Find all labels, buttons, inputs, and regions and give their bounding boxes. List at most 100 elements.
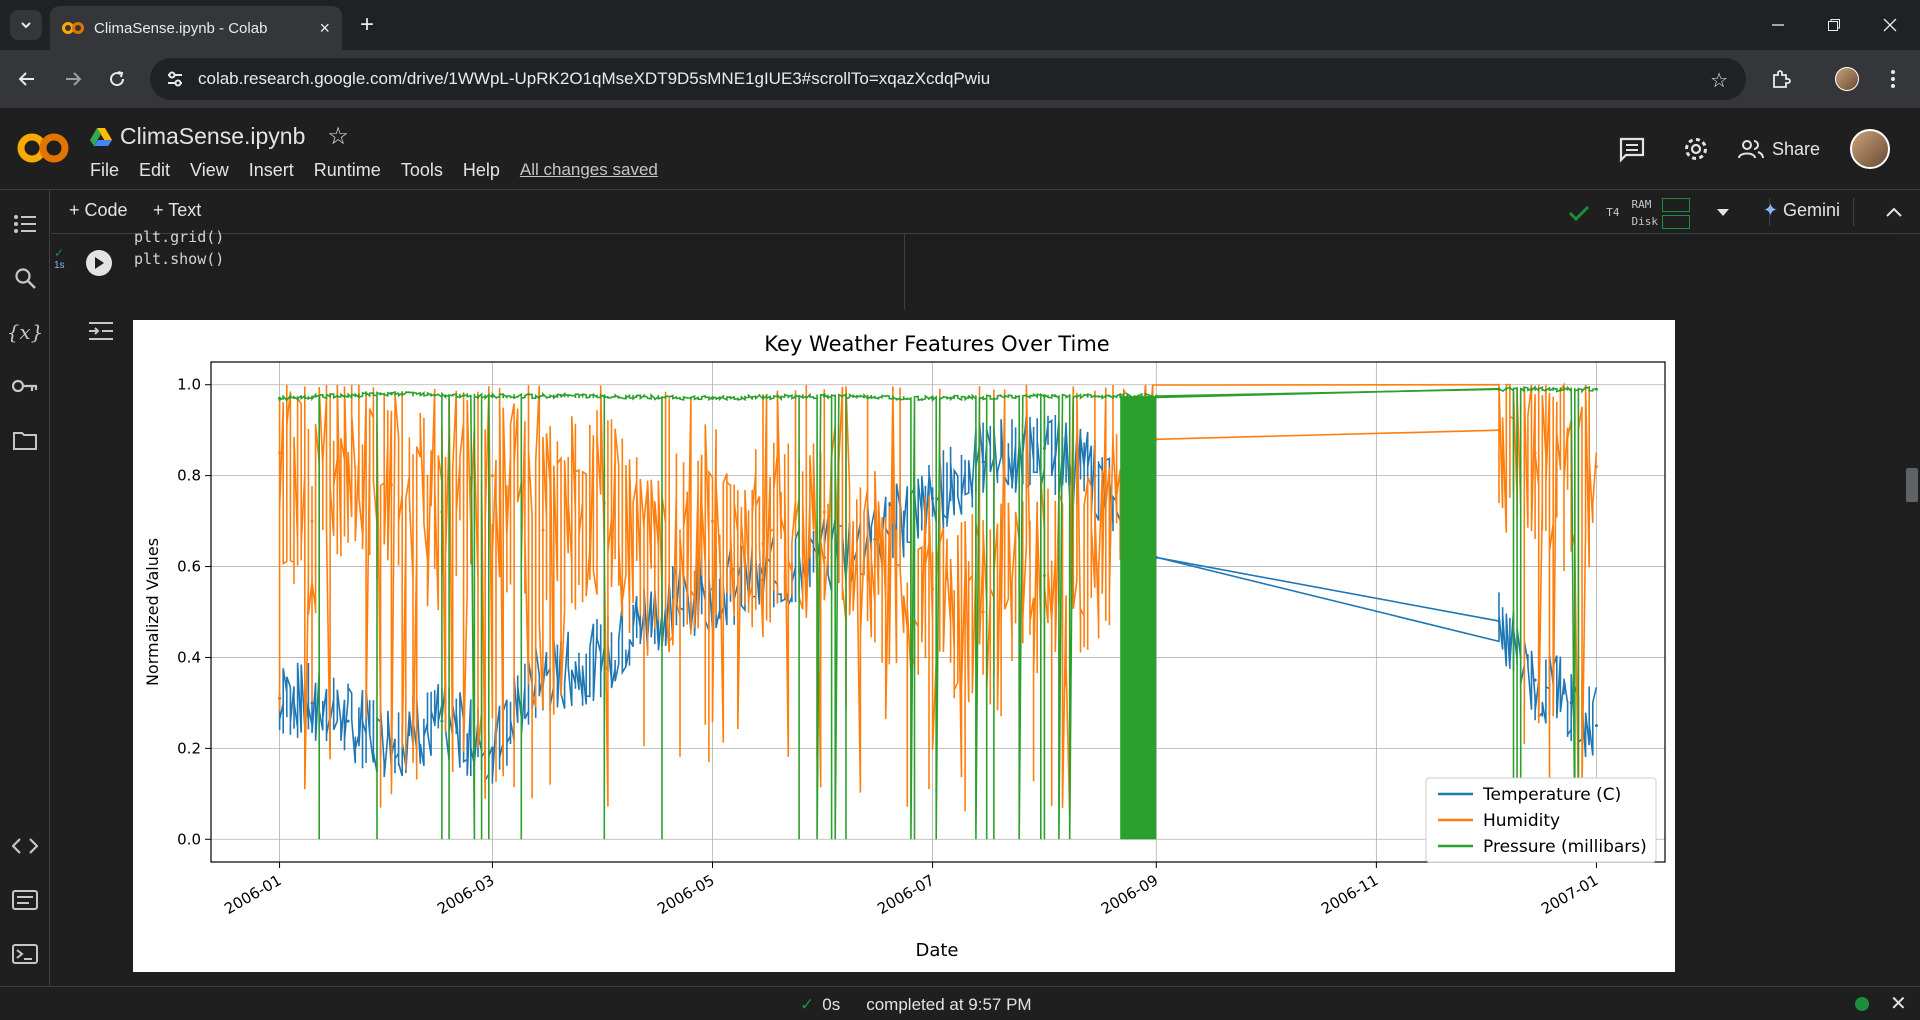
caret-down-icon[interactable] — [1716, 208, 1730, 218]
series-gap-line-pressure — [1156, 388, 1500, 397]
site-settings-icon[interactable] — [166, 70, 184, 88]
x-tick-label: 2006-07 — [874, 871, 937, 918]
bookmark-star-icon[interactable]: ☆ — [1710, 70, 1728, 92]
reload-button[interactable] — [100, 62, 134, 96]
browser-tab-active[interactable]: ClimaSense.ipynb - Colab × — [50, 6, 342, 50]
data-point-humidity — [1093, 555, 1097, 559]
variables-icon[interactable]: {x} — [6, 320, 44, 344]
data-point-pressure — [389, 392, 393, 396]
run-cell-button[interactable] — [86, 250, 112, 276]
avatar — [1835, 67, 1859, 91]
search-icon[interactable] — [11, 264, 39, 292]
star-notebook-icon[interactable]: ☆ — [327, 123, 349, 150]
y-axis-label: Normalized Values — [143, 538, 162, 686]
data-point-humidity — [931, 587, 935, 591]
legend: Temperature (C) Humidity Pressure (milli… — [1425, 777, 1657, 863]
y-tick-label: 0.6 — [177, 558, 201, 576]
data-point-temperature — [1594, 724, 1598, 728]
data-point-humidity — [653, 565, 657, 569]
gemini-button[interactable]: ✦ Gemini — [1763, 200, 1840, 221]
cell-divider — [904, 234, 905, 310]
chevron-up-icon[interactable] — [1886, 207, 1902, 217]
colab-favicon-icon — [62, 22, 84, 34]
code-text[interactable]: plt.grid() plt.show() — [134, 228, 224, 270]
restore-button[interactable] — [1814, 8, 1854, 42]
x-tick-label: 2006-11 — [1318, 871, 1381, 918]
exec-message: completed at 9:57 PM — [866, 995, 1032, 1014]
command-palette-icon[interactable] — [11, 886, 39, 914]
menu-file[interactable]: File — [90, 160, 120, 180]
folder-icon[interactable] — [11, 426, 39, 454]
forward-button[interactable] — [56, 62, 90, 96]
notebook-title[interactable]: ClimaSense.ipynb — [120, 123, 306, 149]
plot-frame — [210, 361, 1666, 863]
close-window-button[interactable] — [1870, 8, 1910, 42]
table-of-contents-icon[interactable] — [11, 210, 39, 238]
data-point-humidity — [310, 519, 314, 523]
menu-edit[interactable]: Edit — [139, 160, 171, 180]
arrow-right-icon — [66, 72, 82, 86]
url-text[interactable]: colab.research.google.com/drive/1WWpL-Up… — [198, 69, 991, 88]
tab-title: ClimaSense.ipynb - Colab — [94, 19, 268, 37]
code-cell[interactable]: plt.grid() plt.show() — [76, 228, 1900, 310]
add-text-button[interactable]: + Text — [153, 200, 202, 220]
status-bar: ✓ 0s completed at 9:57 PM ✕ — [0, 986, 1920, 1020]
data-point-temperature — [981, 460, 985, 464]
add-code-button[interactable]: + Code — [69, 200, 128, 220]
menu-runtime[interactable]: Runtime — [313, 160, 381, 180]
tab-close-icon[interactable]: × — [319, 17, 330, 38]
legend-box — [1425, 777, 1657, 863]
data-point-humidity — [981, 610, 985, 614]
save-status[interactable]: All changes saved — [519, 160, 658, 179]
minimize-icon — [1772, 24, 1784, 26]
close-status-icon[interactable]: ✕ — [1890, 993, 1907, 1015]
notebook-scrollbar[interactable] — [1906, 468, 1918, 502]
data-point-pressure — [931, 396, 935, 400]
runtime-status[interactable]: T4 RAM Disk — [1568, 196, 1730, 230]
back-button[interactable] — [10, 62, 44, 96]
toolbar-divider — [1769, 198, 1770, 226]
code-editor[interactable]: plt.grid() plt.show() — [76, 228, 1900, 310]
terminal-icon[interactable] — [11, 940, 39, 968]
minimize-button[interactable] — [1758, 8, 1798, 42]
menu-bar: File Edit View Insert Runtime Tools Help… — [90, 160, 678, 181]
legend-label-humidity: Humidity — [1483, 811, 1560, 831]
menu-help[interactable]: Help — [462, 160, 500, 180]
chart-title: Key Weather Features Over Time — [764, 332, 1109, 356]
exec-duration: 0s — [822, 995, 841, 1014]
tab-search-button[interactable] — [10, 10, 42, 40]
disk-usage-bar — [1662, 214, 1690, 229]
menu-tools[interactable]: Tools — [400, 160, 443, 180]
chevron-down-icon — [21, 22, 31, 29]
data-point-temperature — [1497, 619, 1501, 623]
address-bar: colab.research.google.com/drive/1WWpL-Up… — [0, 50, 1920, 108]
browser-menu-button[interactable] — [1876, 62, 1910, 96]
x-tick-label: 2006-05 — [654, 871, 717, 918]
share-button[interactable]: Share — [1737, 139, 1820, 160]
menu-view[interactable]: View — [190, 160, 229, 180]
pressure-dense-block — [1120, 396, 1157, 840]
menu-insert[interactable]: Insert — [248, 160, 294, 180]
connection-status-dot[interactable] — [1855, 997, 1869, 1011]
profile-avatar-button[interactable] — [1830, 62, 1864, 96]
data-point-pressure — [1497, 387, 1501, 391]
omnibox[interactable]: colab.research.google.com/drive/1WWpL-Up… — [150, 58, 1746, 100]
extensions-button[interactable] — [1764, 62, 1798, 96]
check-icon: ✓ — [800, 995, 815, 1014]
exec-time: 1s — [54, 260, 65, 271]
google-drive-icon[interactable] — [90, 127, 112, 147]
data-point-humidity — [389, 483, 393, 487]
comment-icon[interactable] — [1618, 135, 1646, 163]
data-point-pressure — [278, 396, 282, 400]
browser-tab-bar: ClimaSense.ipynb - Colab × + — [0, 0, 1920, 50]
gear-icon[interactable] — [1682, 135, 1710, 163]
key-icon[interactable] — [11, 372, 39, 400]
new-tab-button[interactable]: + — [359, 11, 374, 38]
play-icon — [95, 257, 104, 269]
output-toggle-icon[interactable] — [88, 320, 114, 342]
code-snippets-icon[interactable] — [11, 832, 39, 860]
account-avatar[interactable] — [1850, 129, 1890, 169]
data-point-temperature — [490, 746, 494, 750]
kebab-menu-icon — [1891, 70, 1895, 88]
colab-logo-icon[interactable] — [16, 130, 70, 166]
